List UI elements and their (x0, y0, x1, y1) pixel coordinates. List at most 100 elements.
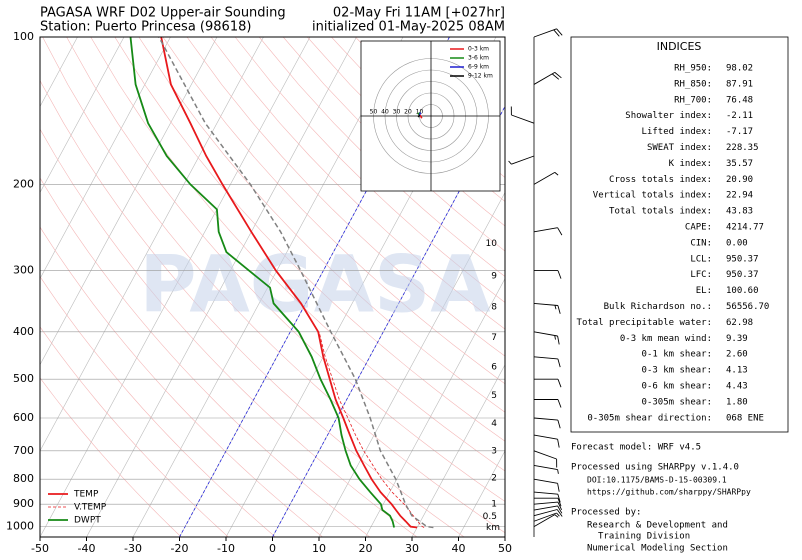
index-value: 98.02 (726, 64, 753, 74)
wind-barb (533, 478, 560, 492)
profile-line (158, 37, 434, 529)
wind-barb (533, 497, 562, 507)
isotherm (40, 37, 171, 280)
height-label: 9 (491, 271, 497, 281)
wind-barb (508, 155, 535, 165)
wind-barb (533, 512, 560, 522)
footer-line: Processed using SHARPpy v.1.4.0 (571, 463, 739, 473)
wind-barb (533, 434, 560, 448)
dry-adiabat (40, 79, 465, 537)
wind-barb (533, 270, 562, 279)
x-tick-label: -40 (78, 542, 96, 555)
index-value: 4214.77 (726, 223, 764, 233)
height-label: 6 (491, 362, 497, 372)
index-label: RH_950: (674, 64, 712, 74)
wind-barb (510, 106, 535, 124)
index-value: 2.60 (726, 350, 748, 360)
wind-barb (533, 302, 561, 314)
y-tick-label: 500 (13, 372, 34, 385)
index-label: 0-1 km shear: (642, 350, 712, 360)
index-value: 56556.70 (726, 302, 769, 312)
index-value: 35.57 (726, 159, 753, 169)
y-tick-label: 700 (13, 444, 34, 457)
y-tick-label: 300 (13, 264, 34, 277)
x-tick-label: 0 (269, 542, 276, 555)
hodograph-ring-label: 30 (393, 109, 401, 116)
watermark: PAGASA (139, 240, 490, 330)
isotherm (86, 37, 357, 537)
index-value: -7.17 (726, 127, 753, 137)
index-label: Vertical totals index: (593, 191, 712, 201)
dry-adiabat (186, 37, 505, 357)
index-label: LFC: (690, 270, 712, 280)
y-tick-label: 800 (13, 472, 34, 485)
index-label: Lifted index: (642, 127, 712, 137)
index-value: 950.37 (726, 270, 759, 280)
height-label: 4 (491, 419, 497, 429)
profile-line (129, 37, 395, 528)
legend-label: 6-9 km (468, 64, 489, 71)
y-tick-label: 900 (13, 497, 34, 510)
isotherm (40, 37, 218, 366)
wind-barb (533, 491, 561, 503)
index-value: 43.83 (726, 207, 753, 217)
index-value: 950.37 (726, 254, 759, 264)
chart-subtitle: Station: Puerto Princesa (98618) (40, 20, 251, 35)
height-label: 5 (491, 391, 497, 401)
isotherm (40, 37, 264, 452)
wind-barb (533, 501, 563, 510)
legend-label: 3-6 km (468, 55, 489, 62)
wind-barb (533, 450, 558, 468)
hodograph-ring-label: 10 (416, 109, 424, 116)
wind-barb (533, 72, 562, 85)
isotherm (40, 37, 125, 194)
index-label: 0-6 km shear: (642, 382, 712, 392)
index-value: 228.35 (726, 143, 759, 153)
index-label: SWEAT index: (647, 143, 712, 153)
index-label: Total precipitable water: (577, 318, 712, 328)
footer-line: Forecast model: WRF v4.5 (571, 443, 701, 453)
legend-label: DWPT (74, 516, 101, 526)
background-lines: PAGASA (40, 37, 505, 537)
wind-barb (533, 378, 562, 388)
index-label: RH_850: (674, 79, 712, 89)
x-tick-label: -30 (124, 542, 142, 555)
index-value: 4.13 (726, 366, 748, 376)
init-time: initialized 01-May-2025 08AM (312, 20, 505, 35)
footer-line: Research & Development and (587, 521, 728, 531)
wind-barb (533, 331, 560, 345)
index-label: CAPE: (685, 223, 712, 233)
wind-barb (533, 509, 563, 517)
hodograph-ring-label: 50 (370, 109, 378, 116)
wind-barb (534, 399, 562, 408)
y-tick-label: 100 (13, 30, 34, 43)
dry-adiabat (40, 377, 182, 537)
dry-adiabat (210, 37, 505, 330)
dry-adiabat (40, 177, 370, 537)
index-label: 0-3 km shear: (642, 366, 712, 376)
x-tick-label: 30 (405, 542, 419, 555)
height-label: 1 (491, 499, 497, 509)
dry-adiabat (40, 276, 276, 537)
chart-title: PAGASA WRF D02 Upper-air Sounding (40, 6, 286, 21)
dry-adiabat (258, 37, 505, 277)
y-tick-label: 1000 (6, 520, 34, 533)
index-label: Bulk Richardson no.: (604, 302, 712, 312)
index-value: 62.98 (726, 318, 753, 328)
index-label: 0-305m shear: (642, 397, 712, 407)
isotherm (40, 37, 311, 537)
isotherm (40, 37, 78, 108)
dry-adiabat (66, 37, 505, 502)
isotherm (318, 191, 505, 537)
dry-adiabat (90, 37, 505, 472)
profile-line (160, 37, 418, 529)
dry-adiabat (40, 128, 418, 537)
y-tick-label: 600 (13, 411, 34, 424)
wind-barb (533, 356, 561, 368)
footer-line: https://github.com/sharppy/SHARPpy (587, 488, 751, 497)
wind-barb (533, 465, 559, 474)
height-label: 2 (491, 473, 497, 483)
profiles (129, 37, 434, 529)
